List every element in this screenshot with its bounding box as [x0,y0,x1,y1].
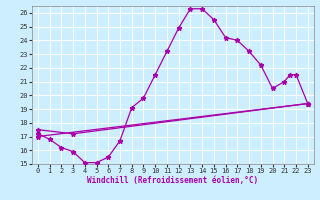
X-axis label: Windchill (Refroidissement éolien,°C): Windchill (Refroidissement éolien,°C) [87,176,258,185]
